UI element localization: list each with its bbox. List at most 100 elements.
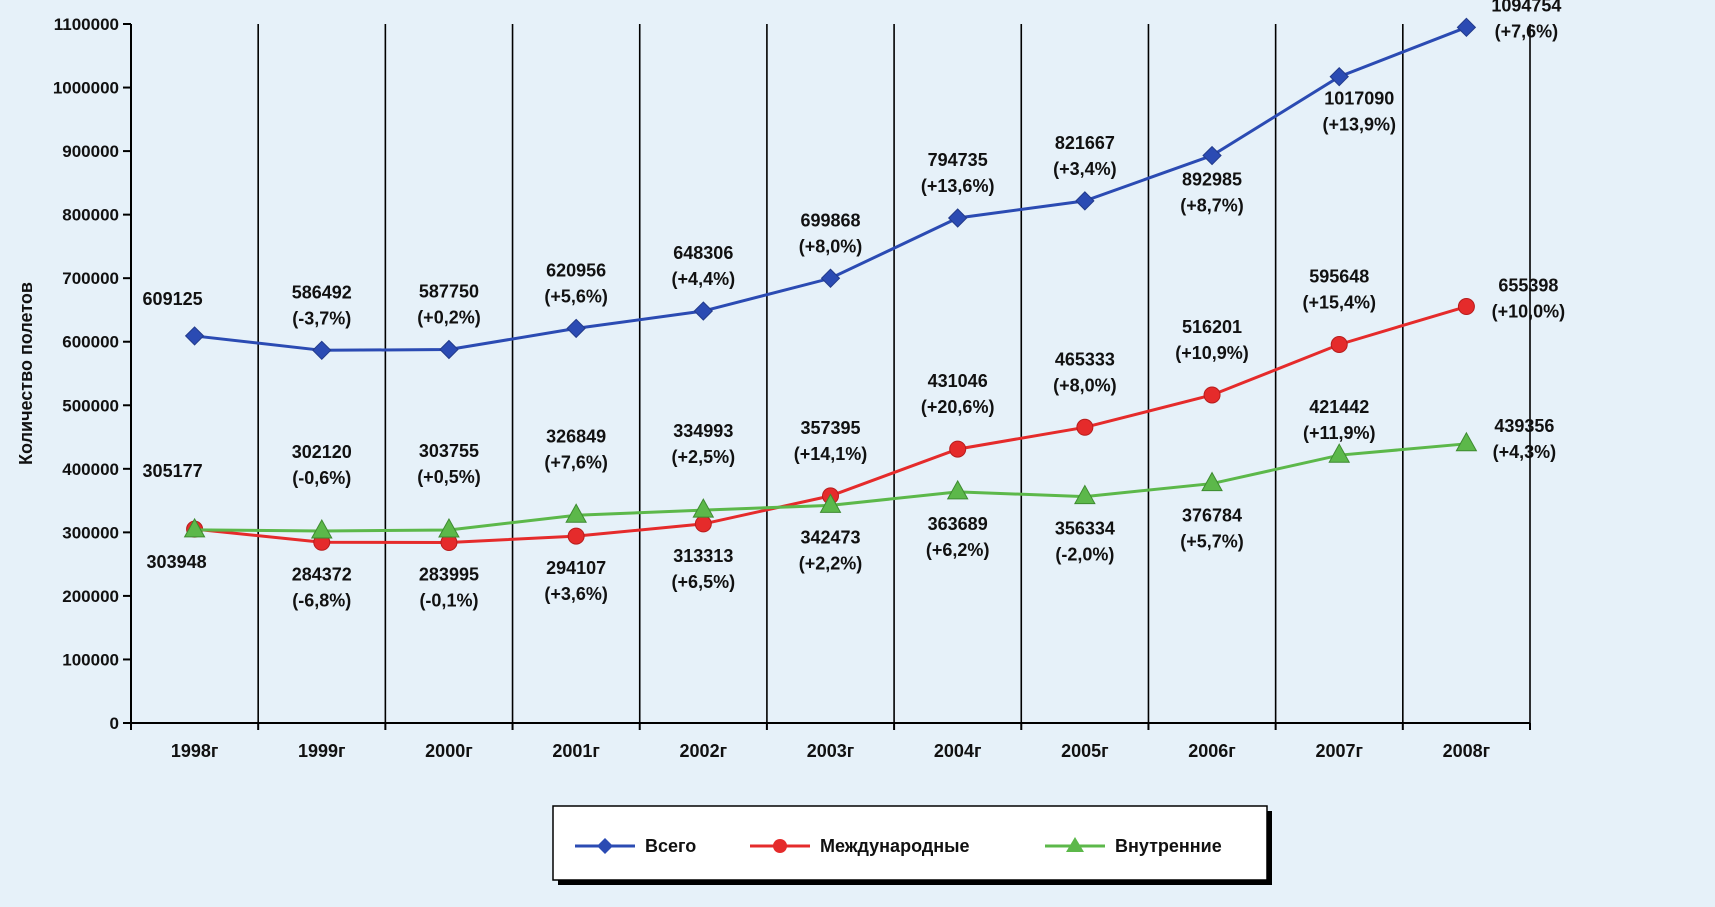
data-point [310,518,333,539]
data-label-change: (+10,9%) [1175,343,1249,363]
data-label-value: 334993 [673,421,733,441]
x-tick-label: 2000г [425,741,473,761]
data-label-value: 357395 [800,418,860,438]
data-label-value: 655398 [1498,276,1558,296]
data-point [566,318,586,339]
data-label-value: 609125 [143,289,203,309]
data-label-change: (+3,4%) [1053,159,1117,179]
data-point [947,208,968,228]
y-tick-label: 700000 [62,269,119,288]
data-label-value: 283995 [419,565,479,585]
x-tick-label: 1999г [298,741,346,761]
y-tick-label: 400000 [62,460,119,479]
y-tick-label: 300000 [62,523,119,542]
data-label-value: 699868 [800,210,860,230]
x-tick-label: 2004г [934,741,982,761]
data-point [694,515,712,533]
data-label-value: 439356 [1494,416,1554,436]
legend-label: Всего [645,836,696,856]
data-label-value: 363689 [928,514,988,534]
data-point [1330,335,1348,353]
data-label-change: (+6,2%) [926,540,990,560]
data-label-change: (+6,5%) [672,572,736,592]
data-point [692,498,715,518]
data-label-value: 586492 [292,282,352,302]
data-label-value: 821667 [1055,133,1115,153]
data-point [949,440,967,458]
data-point [312,340,332,361]
data-label-value: 1017090 [1324,89,1394,109]
data-label-change: (+4,4%) [672,269,736,289]
data-label-change: (+14,1%) [794,444,868,464]
legend-marker [773,839,787,853]
legend-label: Международные [820,836,970,856]
data-point [565,503,587,523]
legend-marker [1066,837,1084,852]
x-tick-label: 2006г [1188,741,1236,761]
data-point [567,527,585,545]
y-axis-title: Количество полетов [16,282,36,465]
data-point [1329,66,1349,87]
data-point [819,493,842,513]
data-label-value: 284372 [292,564,352,584]
y-tick-label: 0 [110,714,119,733]
data-label-change: (+20,6%) [921,397,995,417]
data-label-change: (-2,0%) [1055,545,1114,565]
data-label-value: 1094754 [1491,0,1561,15]
data-label-change: (+7,6%) [1495,21,1559,41]
data-label-value: 326849 [546,426,606,446]
data-label-value: 305177 [143,461,203,481]
data-label-change: (+8,7%) [1180,196,1244,216]
data-label-change: (-6,8%) [292,590,351,610]
data-label-value: 303755 [419,441,479,461]
x-tick-label: 2001г [552,741,600,761]
data-label-change: (-0,6%) [292,468,351,488]
legend-box [552,805,1268,881]
data-point [1076,418,1094,436]
data-point [1457,298,1475,316]
data-label-value: 342473 [800,527,860,547]
y-tick-label: 100000 [62,650,119,669]
data-label-change: (+3,6%) [544,584,608,604]
legend-label: Внутренние [1115,836,1222,856]
data-label-value: 620956 [546,260,606,280]
legend-marker [597,838,613,854]
data-label-value: 376784 [1182,506,1242,526]
legend: Всего Международные Внутренние [552,805,1272,885]
data-label-change: (-0,1%) [419,591,478,611]
data-label-change: (+4,3%) [1493,442,1557,462]
data-label-change: (+0,2%) [417,308,481,328]
data-point [1202,145,1222,166]
data-point [1201,471,1223,492]
data-label-value: 294107 [546,558,606,578]
data-point [1455,431,1478,452]
data-label-change: (+2,5%) [672,447,736,467]
y-tick-label: 200000 [62,587,119,606]
data-label-change: (+15,4%) [1302,292,1376,312]
data-label-change: (+5,7%) [1180,532,1244,552]
data-point [946,479,969,500]
data-label-value: 431046 [928,371,988,391]
data-label-value: 465333 [1055,349,1115,369]
data-label-change: (+0,5%) [417,467,481,487]
data-label-change: (+8,0%) [799,236,863,256]
data-label-value: 313313 [673,546,733,566]
x-tick-label: 1998г [171,741,219,761]
x-tick-label: 2002г [680,741,728,761]
y-tick-label: 1100000 [54,15,119,34]
data-label-change: (+8,0%) [1053,375,1117,395]
data-label-value: 587750 [419,282,479,302]
data-point [1328,443,1351,463]
data-label-value: 892985 [1182,170,1242,190]
data-label-value: 794735 [928,150,988,170]
data-label-value: 595648 [1309,266,1369,286]
data-point [1074,484,1096,505]
data-label-change: (+7,6%) [544,452,608,472]
data-label-value: 516201 [1182,317,1242,337]
data-point [820,268,841,288]
y-tick-label: 1000000 [53,79,119,98]
y-tick-label: 500000 [62,396,119,415]
x-tick-label: 2007г [1315,741,1363,761]
